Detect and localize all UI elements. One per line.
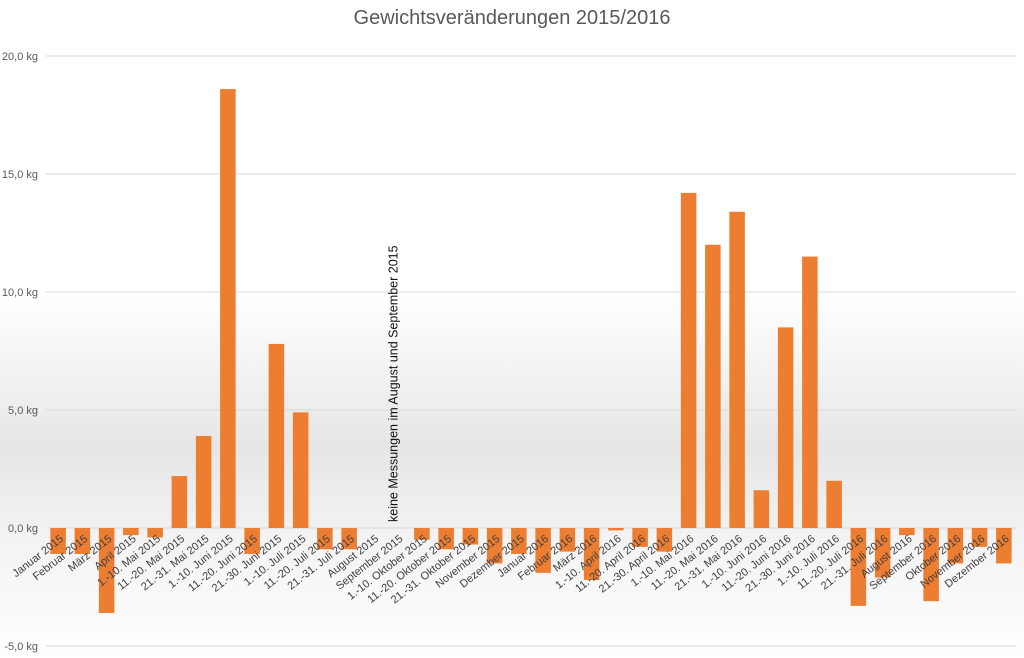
- y-tick-label: 0,0 kg: [8, 523, 38, 535]
- y-tick-label: 20,0 kg: [2, 51, 38, 63]
- y-axis-ticks: -5,0 kg 0,0 kg 5,0 kg 10,0 kg 15,0 kg 20,0 kg: [2, 51, 38, 653]
- bar: [317, 528, 333, 550]
- bar: [632, 528, 648, 547]
- bar: [680, 192, 697, 528]
- bar: [802, 256, 818, 528]
- bar: [874, 528, 891, 578]
- bar: [583, 528, 600, 580]
- bar: [292, 412, 309, 528]
- bar: [826, 480, 842, 528]
- bar: [996, 528, 1012, 564]
- bar: [462, 528, 479, 545]
- bar: [971, 528, 988, 547]
- bar: [171, 476, 188, 528]
- bar: [777, 327, 794, 528]
- bar: [123, 528, 139, 536]
- bar: [947, 528, 964, 564]
- bar: [414, 528, 430, 540]
- bar: [98, 528, 115, 613]
- bar: [923, 528, 939, 602]
- bar: [850, 528, 867, 606]
- annotation-no-measurements: keine Messungen im August und September …: [387, 245, 401, 522]
- bar: [899, 528, 915, 536]
- annotations: keine Messungen im August und September …: [387, 245, 401, 522]
- bar: [608, 528, 624, 531]
- bar: [656, 528, 673, 552]
- bar: [559, 528, 576, 552]
- y-tick-label: 5,0 kg: [8, 405, 38, 417]
- bar: [50, 528, 66, 554]
- bar: [220, 89, 236, 528]
- bar: [511, 528, 527, 554]
- y-tick-label: 15,0 kg: [2, 169, 38, 181]
- y-tick-label: -5,0 kg: [4, 641, 38, 653]
- bar: [753, 490, 770, 528]
- chart-title: Gewichtsveränderungen 2015/2016: [354, 7, 671, 29]
- bar: [195, 435, 212, 528]
- bar: [438, 528, 454, 550]
- y-tick-label: 10,0 kg: [2, 287, 38, 299]
- bar: [268, 343, 285, 528]
- bar: [147, 528, 163, 538]
- bar: [705, 244, 721, 529]
- bar: [74, 528, 91, 554]
- bar: [486, 528, 503, 564]
- bar: [341, 528, 357, 550]
- bar: [535, 528, 551, 573]
- bar: [729, 211, 745, 528]
- bar: [244, 528, 260, 554]
- bars: [50, 89, 1012, 613]
